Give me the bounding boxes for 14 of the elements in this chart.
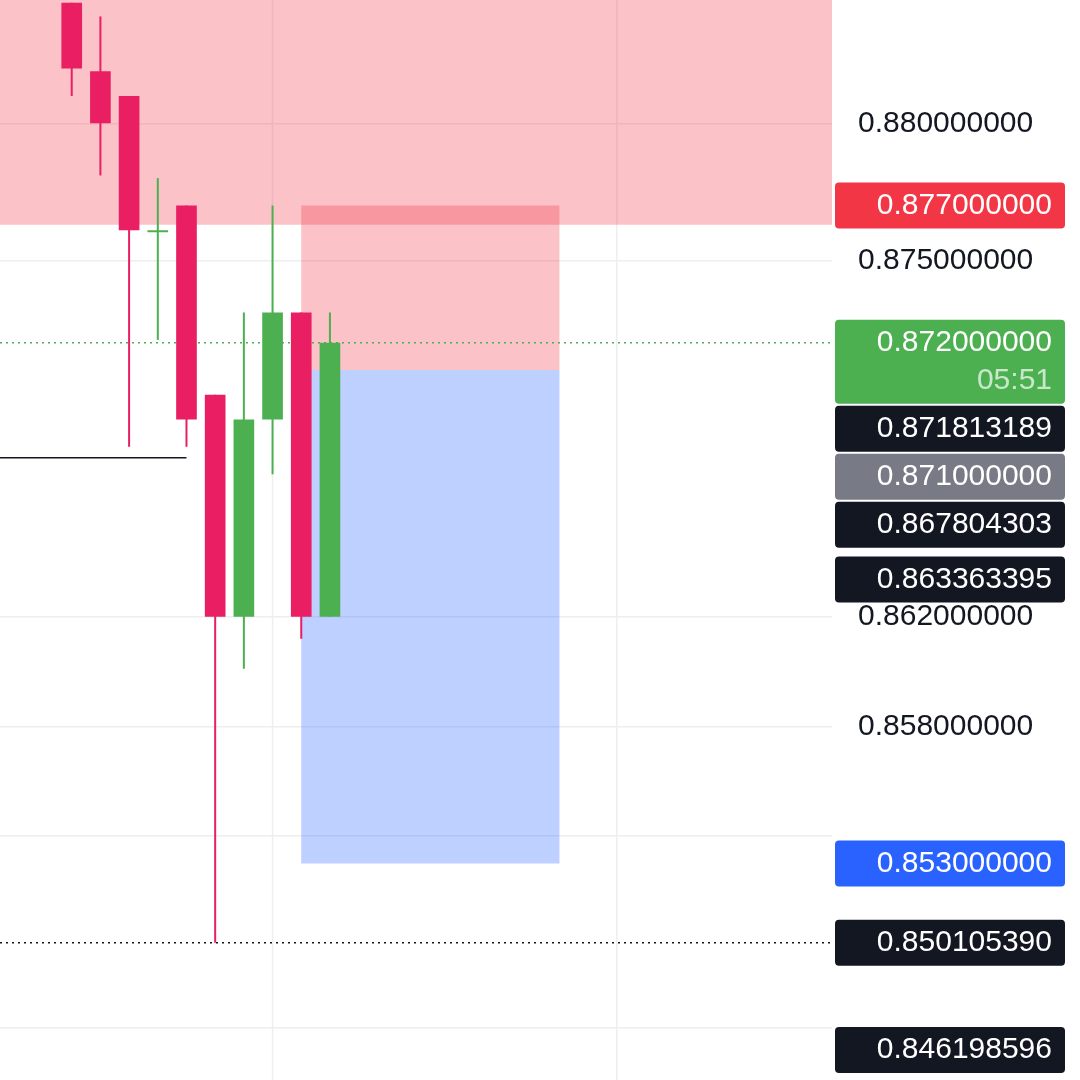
y-tick-label: 0.875000000 <box>858 241 1034 275</box>
text: 0.867804303 <box>876 505 1052 539</box>
ref-line-label: 0.850105390 <box>876 924 1052 958</box>
text: 0.846198596 <box>876 1031 1052 1065</box>
text: 0.871813189 <box>876 409 1052 443</box>
y-tick-label: 0.858000000 <box>858 707 1034 741</box>
candlestick <box>147 177 169 341</box>
text: 0.863363395 <box>876 560 1052 594</box>
text: 0.853000000 <box>876 844 1052 878</box>
text: 0.877000000 <box>876 186 1052 220</box>
y-tick-label: 0.862000000 <box>858 598 1034 632</box>
text: 0.871000000 <box>876 457 1052 491</box>
ref-line-label: 0.872000000 05:51 <box>876 323 1052 395</box>
y-tick-label: 0.880000000 <box>858 104 1034 138</box>
